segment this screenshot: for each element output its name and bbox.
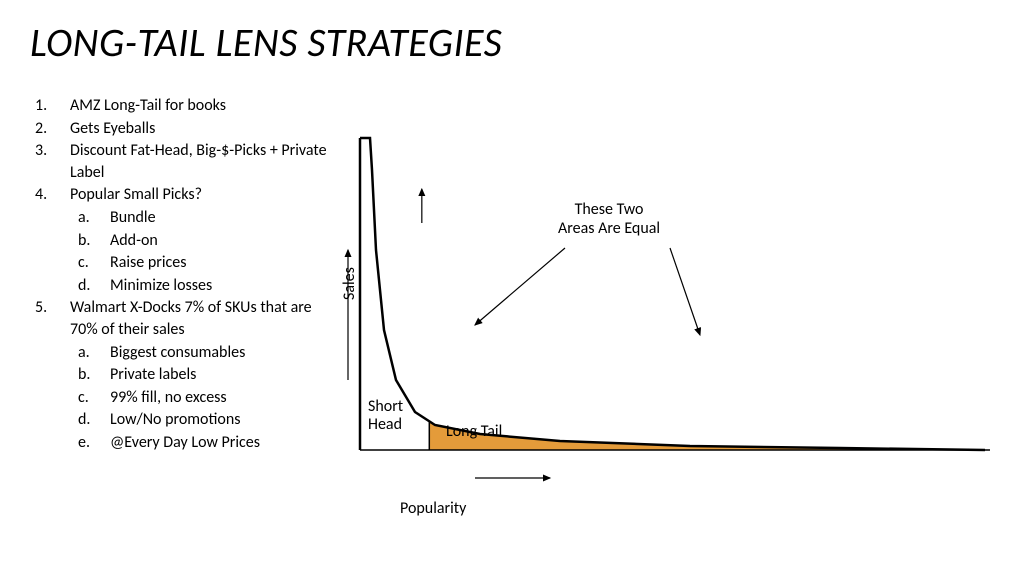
list-item-text: Gets Eyeballs — [70, 119, 155, 138]
list-item: Walmart X-Docks 7% of SKUs that are 70% … — [30, 297, 340, 453]
y-axis-label: Sales — [340, 248, 533, 300]
list-sub-item: Add-on — [70, 230, 340, 252]
list-item-text: Walmart X-Docks 7% of SKUs that are 70% … — [70, 298, 312, 339]
list-sub-item: Private labels — [70, 364, 340, 386]
list-item: Popular Small Picks? Bundle Add-on Raise… — [30, 184, 340, 296]
list-sub-item: Biggest consumables — [70, 342, 340, 364]
x-axis-label: Popularity — [400, 499, 466, 518]
list-item: Gets Eyeballs — [30, 118, 340, 140]
list-sub-item: Raise prices — [70, 252, 340, 274]
list-sub-item: Low/No promotions — [70, 409, 340, 431]
long-tail-chart: Sales Popularity ShortHead Long Tail The… — [340, 130, 1000, 530]
list-item: Discount Fat-Head, Big-$-Picks + Private… — [30, 140, 340, 183]
list-sub-item: Minimize losses — [70, 275, 340, 297]
slide-title: LONG-TAIL LENS STRATEGIES — [30, 18, 994, 67]
list-sub-item: @Every Day Low Prices — [70, 432, 340, 454]
bullet-list: AMZ Long-Tail for books Gets Eyeballs Di… — [30, 95, 340, 455]
list-item: AMZ Long-Tail for books — [30, 95, 340, 117]
short-head-label: ShortHead — [368, 398, 403, 435]
areas-equal-annotation: These TwoAreas Are Equal — [558, 200, 660, 238]
list-sub-item: 99% fill, no excess — [70, 387, 340, 409]
slide-root: LONG-TAIL LENS STRATEGIES AMZ Long-Tail … — [0, 0, 1024, 576]
list-sub-item: Bundle — [70, 207, 340, 229]
list-item-text: Popular Small Picks? — [70, 185, 202, 204]
long-tail-label: Long Tail — [446, 422, 502, 441]
list-item-text: Discount Fat-Head, Big-$-Picks + Private… — [70, 141, 327, 182]
list-item-text: AMZ Long-Tail for books — [70, 96, 226, 115]
